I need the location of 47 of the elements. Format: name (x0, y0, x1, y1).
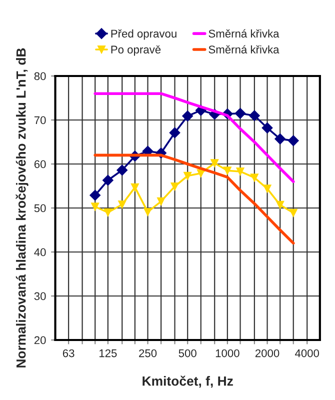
point (274, 133, 286, 144)
point (288, 135, 299, 146)
point (170, 182, 179, 190)
point (184, 172, 192, 180)
legend-label: Po opravě (111, 45, 161, 56)
point (234, 108, 246, 119)
point (262, 122, 273, 134)
y-tick-label: 70 (34, 116, 46, 124)
point (102, 174, 114, 186)
y-axis-title: Normalizovaná hladina kročejového zvuku L'nT, dB (16, 48, 28, 368)
y-tick-label: 80 (34, 72, 46, 80)
point (104, 208, 112, 216)
y-tick-label: 50 (34, 204, 46, 212)
point (169, 127, 180, 138)
x-tick-label: 63 (62, 349, 74, 358)
legend-label: Před opravou (111, 29, 176, 40)
point (142, 146, 154, 157)
point (276, 200, 284, 209)
y-tick-label: 40 (34, 248, 46, 256)
point (116, 164, 128, 176)
x-tick-label: 4000 (295, 349, 320, 358)
point (236, 167, 244, 176)
point (130, 183, 139, 192)
point (182, 110, 194, 122)
point (249, 110, 260, 122)
x-tick-label: 2000 (255, 349, 280, 358)
point (157, 197, 166, 206)
point (289, 208, 298, 217)
y-tick-label: 60 (34, 160, 46, 168)
point (144, 208, 152, 216)
x-axis-title: Kmitočet, f, Hz (142, 376, 233, 388)
point (210, 159, 219, 168)
line-series (94, 92, 295, 183)
legend-label: Směrná křivka (208, 29, 280, 38)
y-tick-label: 20 (34, 336, 46, 344)
x-tick-label: 1000 (216, 349, 240, 358)
x-tick-label: 250 (139, 349, 157, 358)
point (250, 174, 258, 182)
y-tick-label: 30 (34, 292, 46, 300)
x-tick-label: 500 (178, 349, 196, 358)
point (91, 202, 100, 211)
point (223, 166, 232, 175)
point (263, 184, 272, 193)
x-tick-label: 125 (100, 349, 117, 358)
point (118, 200, 126, 208)
point (90, 190, 101, 201)
legend-label: Směrná křivka (208, 45, 280, 54)
